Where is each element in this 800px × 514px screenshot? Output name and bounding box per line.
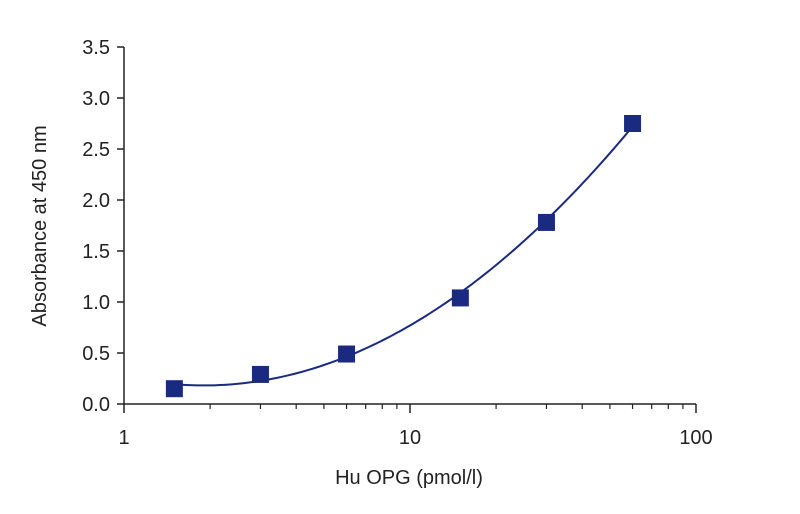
axes: 0.0 0.5 1.0 1.5 2.0 2.5 3.0 3.5 1 10 100 <box>82 37 713 449</box>
data-point-marker <box>451 289 469 307</box>
data-point-marker <box>624 115 642 132</box>
data-point-marker <box>251 365 269 383</box>
y-axis-label: Absorbance at 450 nm <box>29 125 51 326</box>
labels: Hu OPG (pmol/l) Absorbance at 450 nm <box>29 125 483 489</box>
fit-curve-layer <box>174 125 634 387</box>
y-tick-label: 0.5 <box>82 343 110 365</box>
data-points <box>165 115 642 398</box>
y-tick-label: 3.0 <box>82 88 110 110</box>
y-tick-label: 2.0 <box>82 190 110 212</box>
y-tick-label: 1.0 <box>82 292 110 314</box>
data-point-marker <box>165 380 183 398</box>
x-tick-label: 100 <box>679 427 712 449</box>
data-point-marker <box>338 345 356 363</box>
x-tick-label: 10 <box>399 427 421 449</box>
y-tick-label: 3.5 <box>82 37 110 59</box>
y-tick-label: 1.5 <box>82 241 110 263</box>
fit-curve <box>174 125 634 387</box>
y-tick-label: 0.0 <box>82 394 110 416</box>
x-axis-label: Hu OPG (pmol/l) <box>335 467 483 489</box>
data-point-marker <box>537 213 555 231</box>
y-tick-label: 2.5 <box>82 139 110 161</box>
x-tick-label: 1 <box>118 427 129 449</box>
